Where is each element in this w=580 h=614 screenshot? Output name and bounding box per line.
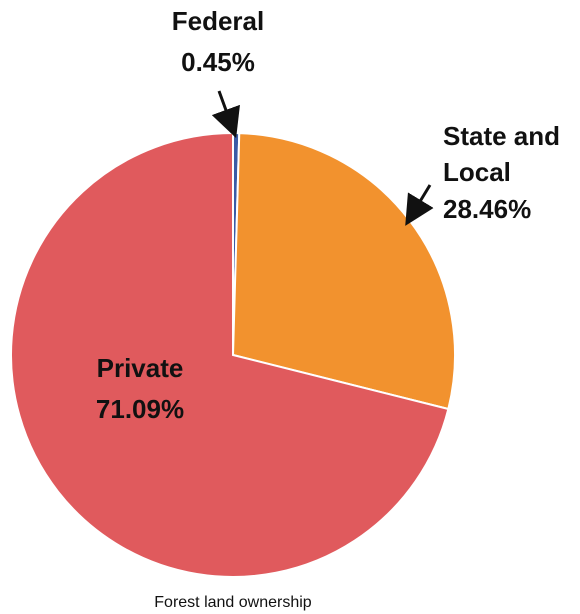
slice-value-state-local: 28.46% bbox=[443, 194, 531, 224]
slice-label-state-local-line1: State and bbox=[443, 121, 560, 151]
slice-value-federal: 0.45% bbox=[181, 47, 255, 77]
slice-label-state-local-line2: Local bbox=[443, 157, 511, 187]
state-local-pointer-arrow bbox=[405, 184, 434, 226]
pie-slice-private bbox=[10, 131, 450, 578]
pie-slices bbox=[10, 131, 456, 578]
slice-value-private: 71.09% bbox=[96, 394, 184, 424]
slice-label-private: Private bbox=[97, 353, 184, 383]
chart-caption: Forest land ownership bbox=[154, 594, 312, 611]
slice-label-federal: Federal bbox=[172, 6, 265, 36]
federal-pointer-arrow bbox=[211, 90, 240, 139]
